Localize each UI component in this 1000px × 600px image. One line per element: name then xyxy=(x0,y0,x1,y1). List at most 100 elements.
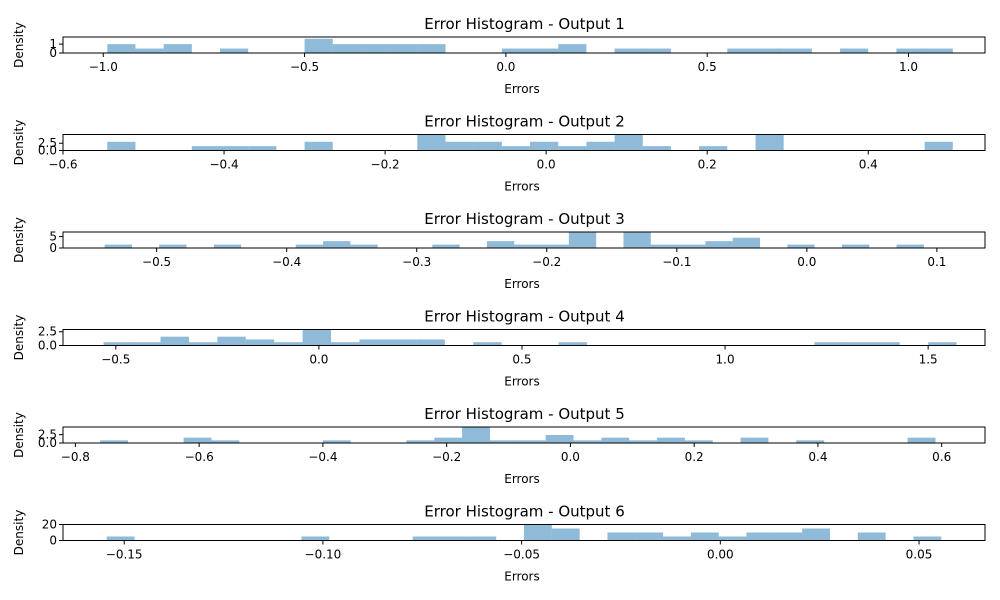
y-tick-label: 0.0 xyxy=(38,144,57,158)
y-tick-label: 2.5 xyxy=(38,325,57,339)
histogram-bar xyxy=(501,48,531,53)
histogram-bar xyxy=(913,536,942,541)
histogram-bar xyxy=(787,244,815,248)
histogram-bar xyxy=(558,342,587,346)
x-axis-label: Errors xyxy=(504,277,540,291)
x-tick-label: 0.2 xyxy=(698,158,717,172)
x-tick-label: −0.4 xyxy=(209,158,238,172)
x-tick-label: −0.2 xyxy=(371,158,400,172)
histogram-bar xyxy=(650,244,679,248)
histogram-bar xyxy=(406,440,435,443)
histogram-bar xyxy=(842,342,872,346)
x-tick-label: 0.2 xyxy=(685,450,704,464)
histogram-bar xyxy=(301,536,330,541)
histogram-bar xyxy=(387,339,417,346)
histogram-bar xyxy=(755,48,784,53)
histogram-bar xyxy=(607,532,636,541)
x-tick-label: −0.05 xyxy=(503,548,540,562)
histogram-bar xyxy=(432,244,460,248)
histogram-bar xyxy=(322,440,351,443)
y-axis-label: Density xyxy=(12,120,26,166)
histogram-bar xyxy=(727,48,756,53)
subplot-title: Error Histogram - Output 6 xyxy=(424,503,625,521)
x-tick-label: −0.1 xyxy=(662,255,691,269)
histogram-bar xyxy=(896,244,924,248)
histogram-bar xyxy=(417,44,446,53)
histogram-bar xyxy=(896,48,925,53)
histogram-bar xyxy=(163,44,192,53)
histogram-bar xyxy=(635,532,664,541)
histogram-bar xyxy=(304,38,333,53)
histogram-bar xyxy=(106,536,135,541)
histogram-bar xyxy=(501,146,531,151)
y-tick-label: 2.5 xyxy=(38,136,57,150)
histogram-bar xyxy=(360,44,390,53)
axes-frame xyxy=(62,134,986,151)
subplot-1: Error Histogram - Output 1 −1.0 −0.5 0.0 0.5… xyxy=(12,15,986,96)
y-tick-label: 0 xyxy=(49,46,57,60)
axes-frame xyxy=(62,329,986,346)
histogram-bar xyxy=(530,48,559,53)
histogram-bar xyxy=(245,339,275,346)
histogram-bar xyxy=(274,342,303,346)
x-axis-label: Errors xyxy=(504,570,540,584)
x-tick-label: −0.5 xyxy=(101,353,130,367)
x-tick-label: 0.6 xyxy=(932,450,951,464)
x-tick-label: 0.0 xyxy=(309,353,328,367)
histogram-bar xyxy=(389,44,418,53)
y-tick-label: 2.5 xyxy=(38,428,57,442)
x-axis-label: Errors xyxy=(504,82,540,96)
histogram-bar xyxy=(103,342,133,346)
histogram-bar xyxy=(489,440,518,443)
y-axis-label: Density xyxy=(12,315,26,361)
histogram-bar xyxy=(623,232,651,248)
histogram-bar xyxy=(840,48,869,53)
histogram-bar xyxy=(302,329,332,346)
histogram-bar xyxy=(132,342,161,346)
histogram-bar xyxy=(796,440,825,443)
y-tick-label: 20 xyxy=(42,518,57,532)
histogram-bar xyxy=(135,48,164,53)
subplot-3: Error Histogram - Output 3 −0.5 −0.4 −0.3 −0… xyxy=(12,210,986,291)
histogram-bar xyxy=(601,437,630,443)
histogram-bar xyxy=(248,146,277,151)
histogram-bar xyxy=(732,237,761,248)
histogram-bar xyxy=(350,244,378,248)
x-tick-label: −0.6 xyxy=(185,450,214,464)
histogram-bar xyxy=(359,339,388,346)
histogram-bar xyxy=(323,241,351,248)
x-tick-label: −0.15 xyxy=(106,548,143,562)
histogram-bar xyxy=(558,44,587,53)
subplot-title: Error Histogram - Output 3 xyxy=(424,210,625,228)
y-tick-label: 0 xyxy=(49,241,57,255)
histogram-bar xyxy=(104,244,132,248)
x-tick-label: 0.05 xyxy=(906,548,933,562)
x-tick-label: −0.3 xyxy=(402,255,431,269)
y-axis-label: Density xyxy=(12,510,26,556)
x-tick-label: 1.0 xyxy=(716,353,735,367)
histogram-bar xyxy=(100,440,128,443)
subplot-title: Error Histogram - Output 2 xyxy=(424,113,625,131)
histogram-bar xyxy=(412,536,441,541)
histogram-bar xyxy=(573,440,602,443)
x-axis-label: Errors xyxy=(504,375,540,389)
histogram-bar xyxy=(211,440,240,443)
x-tick-label: −0.4 xyxy=(308,450,337,464)
histogram-bar xyxy=(468,536,497,541)
histogram-bar xyxy=(191,146,221,151)
histogram-bar xyxy=(160,336,189,346)
histogram-bar xyxy=(558,146,587,151)
histogram-bar xyxy=(642,48,671,53)
histogram-bar xyxy=(473,342,502,346)
histogram-bar xyxy=(445,141,474,151)
y-tick-label: 5 xyxy=(49,230,57,244)
histogram-bar xyxy=(783,48,812,53)
histogram-bar xyxy=(629,440,658,443)
x-tick-label: −0.10 xyxy=(305,548,342,562)
x-axis-label: Errors xyxy=(504,472,540,486)
histogram-bar xyxy=(331,342,360,346)
axes-frame xyxy=(62,36,986,54)
histogram-bar xyxy=(907,437,936,443)
histogram-bar xyxy=(304,141,333,151)
subplot-2: Error Histogram - Output 2 −0.6 −0.4 −0.2 0.… xyxy=(12,113,986,194)
